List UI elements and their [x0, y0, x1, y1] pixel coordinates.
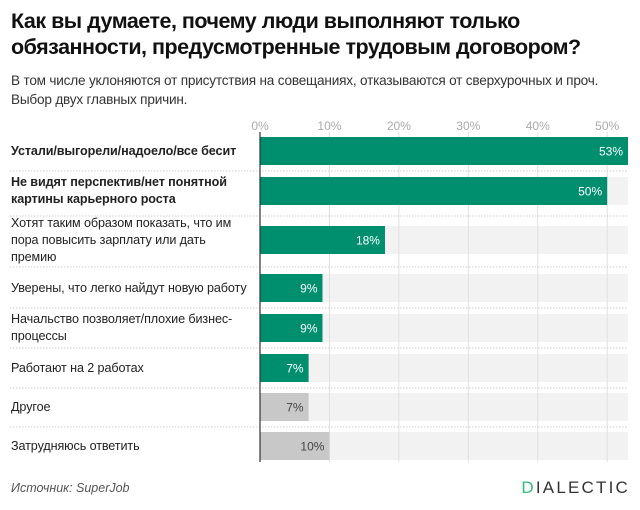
bar — [260, 393, 309, 421]
category-label-line: премию — [11, 249, 57, 264]
x-tick-label: 0% — [251, 119, 269, 133]
x-tick-label: 40% — [526, 119, 550, 133]
bar-value-label: 53% — [599, 145, 623, 159]
category-label: Начальство позволяет/плохие бизнес-проце… — [11, 311, 251, 345]
bar — [260, 137, 628, 165]
x-tick-label: 10% — [317, 119, 341, 133]
bar — [260, 274, 323, 302]
category-label-line: картины карьерного роста — [11, 192, 176, 206]
category-label: Не видят перспектив/нет понятной картины … — [11, 174, 251, 208]
bar-value-label: 10% — [300, 440, 324, 454]
bar-value-label: 18% — [356, 234, 380, 248]
bar — [260, 226, 385, 254]
category-label-line: Другое — [11, 399, 51, 414]
category-label: Работают на 2 работах — [11, 360, 251, 377]
bar-value-label: 9% — [300, 282, 318, 296]
category-label-line: Не видят перспектив/нет понятной — [11, 175, 227, 189]
bar — [260, 354, 309, 382]
category-label: Хотят таким образом показать, что им пора… — [11, 215, 251, 266]
bar — [260, 177, 608, 205]
logo-accent-letter: D — [521, 478, 536, 497]
chart-subtitle: В том числе уклоняются от присутствия на… — [11, 73, 599, 107]
chart-title: Как вы думаете, почему люди выполняют то… — [11, 9, 581, 59]
dialectic-logo: DIALECTIC — [521, 478, 630, 498]
x-tick-label: 20% — [387, 119, 411, 133]
logo-text: IALECTIC — [535, 478, 630, 497]
bar-value-label: 7% — [286, 362, 304, 376]
x-tick-label: 30% — [456, 119, 480, 133]
bar — [260, 432, 330, 460]
bar-track — [260, 354, 628, 382]
category-label-line: Работают на 2 работах — [11, 360, 144, 375]
category-label-line: пора повысить зарплату или дать — [11, 232, 206, 247]
bar — [260, 314, 323, 342]
category-label: Уверены, что легко найдут новую работу — [11, 280, 251, 297]
category-label: Другое — [11, 399, 251, 416]
category-label-line: Устали/выгорели/надоело/все бесит — [11, 143, 237, 158]
category-label-line: Уверены, что легко найдут новую работу — [11, 280, 247, 295]
source-note: Источник: SuperJob — [11, 481, 130, 495]
x-tick-label: 50% — [595, 119, 619, 133]
category-label-line: Хотят таким образом показать, что им — [11, 215, 232, 230]
category-label-line: Начальство позволяет/плохие бизнес- — [11, 312, 233, 326]
bar-value-label: 7% — [286, 401, 304, 415]
category-label: Затрудняюсь ответить — [11, 438, 251, 455]
bar-track — [260, 393, 628, 421]
bar-value-label: 50% — [578, 185, 602, 199]
category-label-line: Затрудняюсь ответить — [11, 438, 140, 453]
bar-chart: 0% 10% 20% 30% 40% 50% 53% 50% 18% 9% 9% 7% 7% 10% — [10, 119, 628, 462]
bar-value-label: 9% — [300, 322, 318, 336]
category-label: Устали/выгорели/надоело/все бесит — [11, 143, 251, 160]
category-label-line: процессы — [11, 329, 67, 343]
